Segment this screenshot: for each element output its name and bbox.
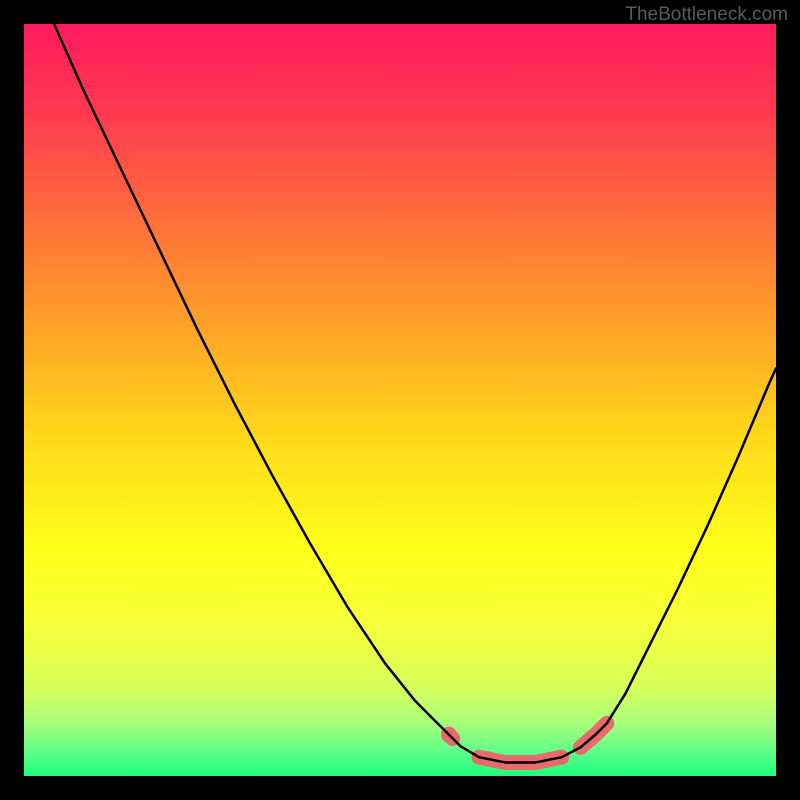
plot-area: [24, 24, 776, 776]
gradient-background: [24, 24, 776, 776]
watermark-text: TheBottleneck.com: [625, 4, 788, 26]
